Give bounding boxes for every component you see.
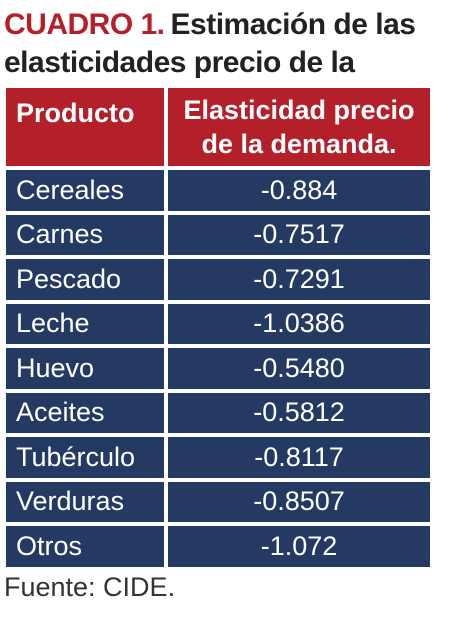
table-row: Tubérculo -0.8117 [4, 435, 432, 480]
value-cell: -1.0386 [166, 301, 432, 346]
table-row: Leche -1.0386 [4, 301, 432, 346]
table-header-row: Producto Elasticidad precio de la demand… [4, 86, 432, 168]
product-cell: Huevo [4, 346, 166, 391]
header-product: Producto [4, 86, 166, 168]
caption-label: CUADRO 1. [4, 8, 165, 41]
product-cell: Carnes [4, 212, 166, 257]
product-cell: Leche [4, 301, 166, 346]
header-elasticity: Elasticidad precio de la demanda. [166, 86, 432, 168]
product-cell: Pescado [4, 257, 166, 302]
table-row: Huevo -0.5480 [4, 346, 432, 391]
table-row: Verduras -0.8507 [4, 479, 432, 524]
value-cell: -0.8507 [166, 479, 432, 524]
elasticity-table: Producto Elasticidad precio de la demand… [4, 86, 432, 569]
value-cell: -0.7291 [166, 257, 432, 302]
source-note: Fuente: CIDE. [4, 572, 176, 602]
table-row: Otros -1.072 [4, 524, 432, 569]
table-row: Cereales -0.884 [4, 168, 432, 213]
value-cell: -0.884 [166, 168, 432, 213]
value-cell: -0.7517 [166, 212, 432, 257]
table-row: Carnes -0.7517 [4, 212, 432, 257]
product-cell: Cereales [4, 168, 166, 213]
product-cell: Verduras [4, 479, 166, 524]
value-cell: -0.5480 [166, 346, 432, 391]
product-cell: Tubérculo [4, 435, 166, 480]
table-row: Aceites -0.5812 [4, 390, 432, 435]
value-cell: -0.8117 [166, 435, 432, 480]
value-cell: -1.072 [166, 524, 432, 569]
product-cell: Otros [4, 524, 166, 569]
product-cell: Aceites [4, 390, 166, 435]
table-row: Pescado -0.7291 [4, 257, 432, 302]
value-cell: -0.5812 [166, 390, 432, 435]
